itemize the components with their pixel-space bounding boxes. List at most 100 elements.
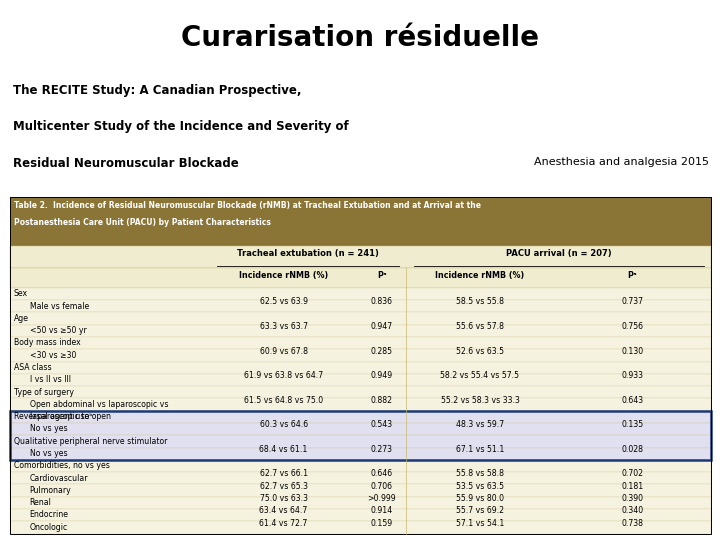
Text: 0.130: 0.130 bbox=[621, 347, 644, 355]
Text: Anesthesia and analgesia 2015: Anesthesia and analgesia 2015 bbox=[534, 157, 709, 167]
Bar bbox=[10, 325, 711, 337]
Text: 0.947: 0.947 bbox=[371, 322, 393, 331]
Text: 0.933: 0.933 bbox=[621, 371, 644, 380]
Text: laparoscopic to open: laparoscopic to open bbox=[30, 411, 111, 421]
Text: Pᵃ: Pᵃ bbox=[377, 271, 387, 280]
Text: 55.9 vs 80.0: 55.9 vs 80.0 bbox=[456, 494, 504, 503]
Text: No vs yes: No vs yes bbox=[30, 424, 67, 434]
Text: 55.2 vs 58.3 vs 33.3: 55.2 vs 58.3 vs 33.3 bbox=[441, 396, 519, 404]
Text: 61.5 vs 64.8 vs 75.0: 61.5 vs 64.8 vs 75.0 bbox=[244, 396, 323, 404]
Text: 0.836: 0.836 bbox=[371, 298, 392, 306]
Text: 0.949: 0.949 bbox=[371, 371, 393, 380]
Text: 61.9 vs 63.8 vs 64.7: 61.9 vs 63.8 vs 64.7 bbox=[244, 371, 323, 380]
Text: 75.0 vs 63.3: 75.0 vs 63.3 bbox=[260, 494, 307, 503]
Text: 0.285: 0.285 bbox=[371, 347, 392, 355]
Text: 61.4 vs 72.7: 61.4 vs 72.7 bbox=[259, 518, 307, 528]
Text: Renal: Renal bbox=[30, 498, 51, 507]
Bar bbox=[10, 448, 711, 460]
Text: 0.706: 0.706 bbox=[371, 482, 392, 491]
Bar bbox=[10, 472, 711, 484]
Text: <50 vs ≥50 yr: <50 vs ≥50 yr bbox=[30, 326, 86, 335]
Text: 55.7 vs 69.2: 55.7 vs 69.2 bbox=[456, 507, 504, 515]
Bar bbox=[10, 337, 711, 349]
Text: Tracheal extubation (n = 241): Tracheal extubation (n = 241) bbox=[237, 249, 379, 259]
Text: Oncologic: Oncologic bbox=[30, 523, 68, 532]
Text: Type of surgery: Type of surgery bbox=[14, 388, 73, 396]
Bar bbox=[10, 509, 711, 521]
Text: Pulmonary: Pulmonary bbox=[30, 486, 71, 495]
Bar bbox=[10, 497, 711, 509]
Text: 0.181: 0.181 bbox=[621, 482, 644, 491]
Text: ASA class: ASA class bbox=[14, 363, 51, 372]
Text: I vs II vs III: I vs II vs III bbox=[30, 375, 71, 384]
Bar bbox=[10, 197, 711, 246]
Text: 55.6 vs 57.8: 55.6 vs 57.8 bbox=[456, 322, 504, 331]
Text: 63.4 vs 64.7: 63.4 vs 64.7 bbox=[259, 507, 307, 515]
Bar bbox=[10, 484, 711, 497]
Bar bbox=[10, 197, 711, 534]
Text: >0.999: >0.999 bbox=[367, 494, 396, 503]
Text: Sex: Sex bbox=[14, 289, 28, 298]
Bar bbox=[10, 410, 711, 460]
Bar bbox=[10, 399, 711, 410]
Text: Body mass index: Body mass index bbox=[14, 339, 81, 347]
Text: Cardiovascular: Cardiovascular bbox=[30, 474, 88, 483]
Text: Postanesthesia Care Unit (PACU) by Patient Characteristics: Postanesthesia Care Unit (PACU) by Patie… bbox=[14, 218, 271, 227]
Bar bbox=[10, 349, 711, 362]
Text: 53.5 vs 63.5: 53.5 vs 63.5 bbox=[456, 482, 504, 491]
Text: 0.646: 0.646 bbox=[371, 469, 393, 478]
Text: 67.1 vs 51.1: 67.1 vs 51.1 bbox=[456, 445, 504, 454]
Text: 57.1 vs 54.1: 57.1 vs 54.1 bbox=[456, 518, 504, 528]
Text: 0.340: 0.340 bbox=[621, 507, 644, 515]
Text: <30 vs ≥30: <30 vs ≥30 bbox=[30, 350, 76, 360]
Text: 0.159: 0.159 bbox=[371, 518, 393, 528]
Text: 60.3 vs 64.6: 60.3 vs 64.6 bbox=[259, 420, 307, 429]
Bar bbox=[10, 362, 711, 374]
Text: Table 2.  Incidence of Residual Neuromuscular Blockade (rNMB) at Tracheal Extuba: Table 2. Incidence of Residual Neuromusc… bbox=[14, 201, 481, 211]
Text: 0.390: 0.390 bbox=[621, 494, 644, 503]
Bar bbox=[10, 435, 711, 448]
Text: Comorbidities, no vs yes: Comorbidities, no vs yes bbox=[14, 461, 109, 470]
Text: Endocrine: Endocrine bbox=[30, 510, 68, 519]
Text: 0.756: 0.756 bbox=[621, 322, 644, 331]
Text: 62.5 vs 63.9: 62.5 vs 63.9 bbox=[260, 298, 307, 306]
Text: 0.914: 0.914 bbox=[371, 507, 393, 515]
Text: 0.028: 0.028 bbox=[621, 445, 644, 454]
Text: 48.3 vs 59.7: 48.3 vs 59.7 bbox=[456, 420, 504, 429]
Bar bbox=[10, 386, 711, 399]
Text: Curarisation résiduelle: Curarisation résiduelle bbox=[181, 24, 539, 52]
Text: Pᵃ: Pᵃ bbox=[628, 271, 637, 280]
Bar bbox=[10, 460, 711, 472]
Text: 0.543: 0.543 bbox=[371, 420, 393, 429]
Bar bbox=[10, 410, 711, 423]
Bar bbox=[10, 312, 711, 325]
Text: Incidence rNMB (%): Incidence rNMB (%) bbox=[436, 271, 525, 280]
Text: The RECITE Study: A Canadian Prospective,: The RECITE Study: A Canadian Prospective… bbox=[13, 84, 302, 97]
Text: Residual Neuromuscular Blockade: Residual Neuromuscular Blockade bbox=[13, 157, 239, 170]
Text: Qualitative peripheral nerve stimulator: Qualitative peripheral nerve stimulator bbox=[14, 437, 167, 445]
Text: No vs yes: No vs yes bbox=[30, 449, 67, 458]
Text: 52.6 vs 63.5: 52.6 vs 63.5 bbox=[456, 347, 504, 355]
Text: Multicenter Study of the Incidence and Severity of: Multicenter Study of the Incidence and S… bbox=[13, 120, 348, 133]
Bar bbox=[10, 300, 711, 312]
Bar bbox=[10, 374, 711, 386]
Text: 58.5 vs 55.8: 58.5 vs 55.8 bbox=[456, 298, 504, 306]
Text: 0.702: 0.702 bbox=[621, 469, 644, 478]
Text: 55.8 vs 58.8: 55.8 vs 58.8 bbox=[456, 469, 504, 478]
Text: 62.7 vs 65.3: 62.7 vs 65.3 bbox=[260, 482, 307, 491]
Bar bbox=[10, 268, 711, 288]
Text: Age: Age bbox=[14, 314, 29, 323]
Text: 0.738: 0.738 bbox=[621, 518, 644, 528]
Text: Incidence rNMB (%): Incidence rNMB (%) bbox=[239, 271, 328, 280]
Text: 58.2 vs 55.4 vs 57.5: 58.2 vs 55.4 vs 57.5 bbox=[441, 371, 519, 380]
Text: 0.643: 0.643 bbox=[621, 396, 644, 404]
Text: Reversal agent useᵇ: Reversal agent useᵇ bbox=[14, 412, 92, 421]
Text: 62.7 vs 66.1: 62.7 vs 66.1 bbox=[259, 469, 307, 478]
Text: Male vs female: Male vs female bbox=[30, 301, 89, 310]
Text: Open abdominal vs laparoscopic vs: Open abdominal vs laparoscopic vs bbox=[30, 400, 168, 409]
Text: 68.4 vs 61.1: 68.4 vs 61.1 bbox=[259, 445, 307, 454]
Text: 0.737: 0.737 bbox=[621, 298, 644, 306]
Bar bbox=[10, 288, 711, 300]
Text: 0.882: 0.882 bbox=[371, 396, 392, 404]
Text: 60.9 vs 67.8: 60.9 vs 67.8 bbox=[260, 347, 307, 355]
